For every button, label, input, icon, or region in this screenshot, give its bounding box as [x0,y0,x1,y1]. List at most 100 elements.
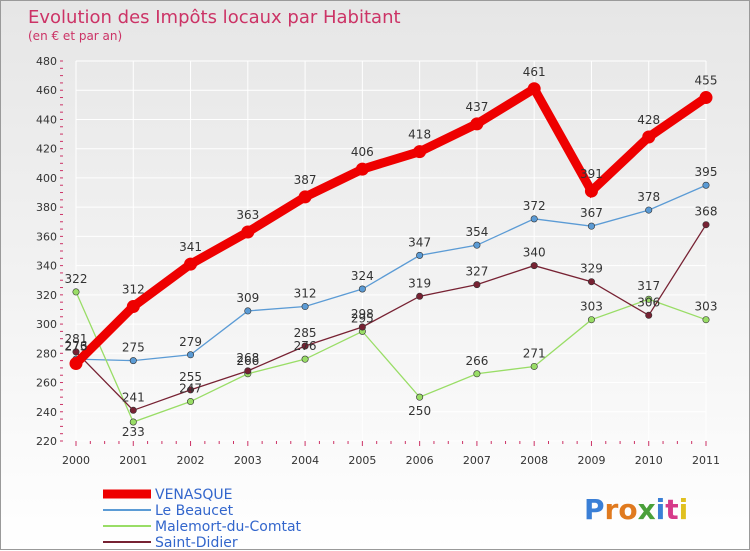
y-tick-label: 320 [36,289,57,302]
data-label: 285 [294,326,317,340]
data-label: 461 [523,65,546,79]
data-point [301,355,309,363]
legend-label: Saint-Didier [155,535,238,551]
data-label: 241 [122,390,145,404]
x-tick-label: 2011 [692,454,720,467]
y-tick-label: 440 [36,113,57,126]
data-point [702,316,710,324]
data-label: 271 [523,346,546,360]
data-label: 275 [122,341,145,355]
data-label: 363 [236,208,259,222]
x-tick-label: 2001 [119,454,147,467]
data-point [584,184,598,198]
data-label: 273 [65,340,88,354]
chart-title: Evolution des Impôts locaux par Habitant [28,7,401,28]
y-tick-label: 420 [36,143,57,156]
data-label: 317 [637,279,660,293]
data-label: 266 [236,354,259,368]
series-line [72,82,709,367]
data-point [69,357,83,371]
y-tick-label: 380 [36,201,57,214]
data-point [530,215,538,223]
data-label: 391 [580,167,603,181]
data-labels: 273 312 341 363 387 406 418 437 461 391 428 455 276 2… [65,65,718,439]
data-label: 324 [351,269,374,283]
x-tick-label: 2006 [406,454,434,467]
chart-subtitle: (en € et par an) [28,29,122,43]
data-label: 387 [294,173,317,187]
y-tick-label: 240 [36,406,57,419]
data-point [72,288,80,296]
x-tick-label: 2002 [177,454,205,467]
data-label: 276 [65,339,88,353]
data-label: 368 [695,205,718,219]
x-tick-label: 2009 [577,454,605,467]
data-label: 298 [351,307,374,321]
data-label: 395 [695,165,718,179]
data-point [702,221,710,229]
data-label: 354 [465,225,488,239]
y-tick-label: 400 [36,172,57,185]
data-label: 418 [408,128,431,142]
data-label: 428 [637,113,660,127]
data-point [645,206,653,214]
data-label: 437 [465,100,488,114]
data-point [301,303,309,311]
data-label: 367 [580,206,603,220]
legend-label: VENASQUE [155,487,232,503]
data-point [241,225,255,239]
data-point [645,295,653,303]
data-point [244,307,252,315]
data-point [530,262,538,270]
axes: 220 240 260 280 300 320 340 360 380 400 420 440 460 4… [36,55,720,467]
data-label: 303 [580,300,603,314]
data-label: 372 [523,199,546,213]
data-label: 455 [695,74,718,88]
data-point [244,367,252,375]
data-label: 322 [65,272,88,286]
data-label: 312 [122,283,145,297]
data-label: 250 [408,404,431,418]
data-label: 255 [179,370,202,384]
x-tick-label: 2004 [291,454,319,467]
data-point [355,162,369,176]
x-tick-label: 2010 [635,454,663,467]
y-tick-label: 360 [36,230,57,243]
series-line [75,291,707,423]
data-label: 303 [695,300,718,314]
series-line [75,224,707,412]
data-label: 306 [637,295,660,309]
data-point [358,323,366,331]
data-label: 347 [408,235,431,249]
data-point [473,370,481,378]
data-point [587,278,595,286]
y-tick-label: 300 [36,318,57,331]
data-point [358,285,366,293]
data-label: 341 [179,240,202,254]
grid [75,60,707,442]
legend-label: Malemort-du-Comtat [155,519,302,535]
data-point [473,281,481,289]
data-point [645,311,653,319]
data-label: 295 [351,311,374,325]
legend-label: Le Beaucet [155,503,234,519]
data-label: 312 [294,287,317,301]
x-tick-label: 2008 [520,454,548,467]
series [69,82,713,426]
data-point [413,145,427,159]
data-point [587,316,595,324]
y-tick-label: 220 [36,435,57,448]
data-point [587,222,595,230]
data-point [129,357,137,365]
y-tick-label: 340 [36,260,57,273]
data-point [301,342,309,350]
data-label: 247 [179,382,202,396]
data-point [187,386,195,394]
data-label: 233 [122,425,145,439]
data-label: 406 [351,145,374,159]
data-point [642,130,656,144]
data-label: 309 [236,291,259,305]
data-point [416,393,424,401]
